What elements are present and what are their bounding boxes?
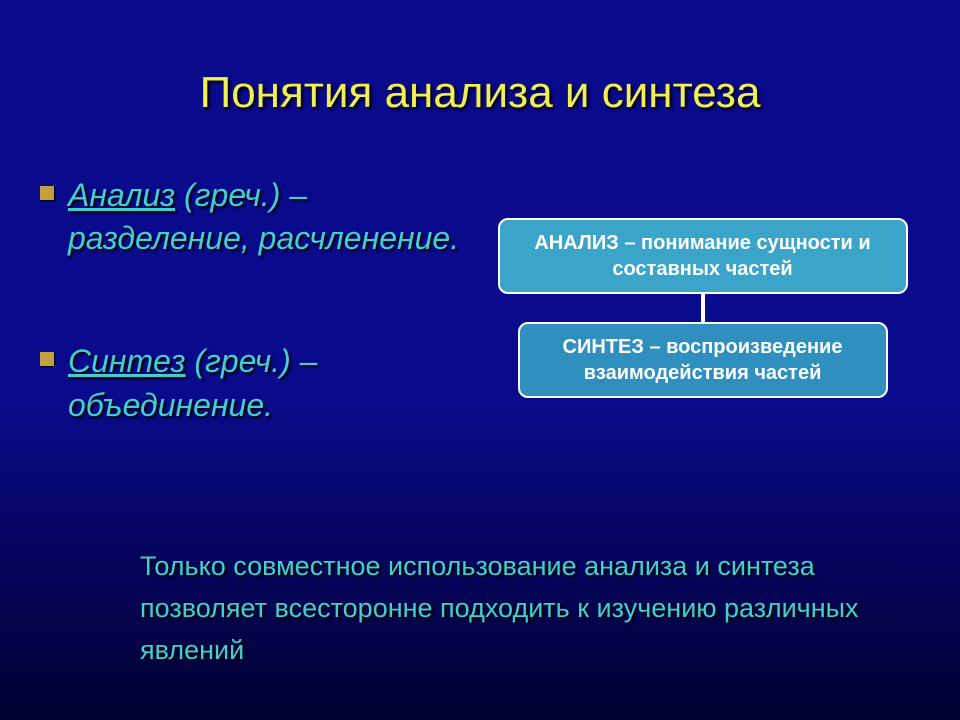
bullet-square-icon <box>40 186 54 200</box>
footer-text: Только совместное использование анализа … <box>140 546 860 672</box>
content-area: Анализ (греч.) – разделение, расчленение… <box>0 118 960 507</box>
bullet-square-icon <box>40 352 54 366</box>
bullet-item-synthesis: Синтез (греч.) – объединение. <box>40 340 485 426</box>
diagram-box-analysis: АНАЛИЗ – понимание сущности и составных … <box>498 218 908 294</box>
diagram-box-synthesis: СИНТЕЗ – воспроизведение взаимодействия … <box>518 322 888 398</box>
definition-synthesis: Синтез (греч.) – объединение. <box>68 340 485 426</box>
diagram-connector <box>701 294 705 322</box>
definitions-column: Анализ (греч.) – разделение, расчленение… <box>40 168 485 507</box>
diagram-column: АНАЛИЗ – понимание сущности и составных … <box>485 168 920 507</box>
definition-analysis: Анализ (греч.) – разделение, расчленение… <box>68 174 485 260</box>
bullet-item-analysis: Анализ (греч.) – разделение, расчленение… <box>40 174 485 260</box>
term-synthesis: Синтез <box>68 343 185 379</box>
term-analysis: Анализ <box>68 177 175 213</box>
slide-title: Понятия анализа и синтеза <box>0 0 960 118</box>
